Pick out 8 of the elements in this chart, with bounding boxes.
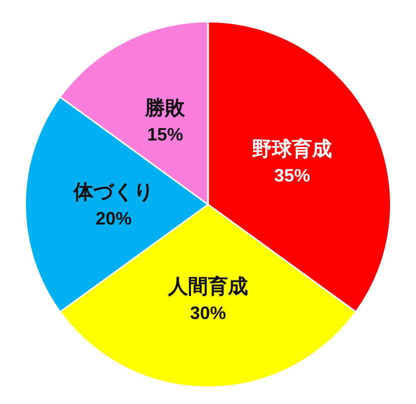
- data-label: 15%: [147, 124, 184, 144]
- slice-label: 体づくり: [72, 179, 154, 204]
- slice-label: 勝敗: [144, 95, 186, 120]
- data-label: 35%: [274, 166, 310, 186]
- data-label: 20%: [96, 208, 132, 228]
- slice-label: 人間育成: [167, 274, 248, 298]
- data-label: 30%: [190, 302, 226, 323]
- slice-label: 野球育成: [252, 136, 332, 161]
